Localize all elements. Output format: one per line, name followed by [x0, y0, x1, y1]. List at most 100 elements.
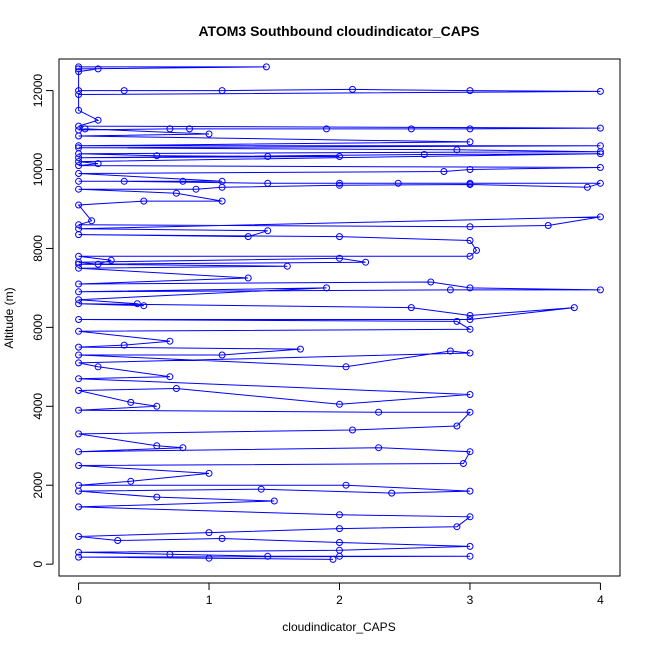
data-point [466, 166, 474, 173]
data-point [75, 63, 83, 71]
data-point [94, 116, 102, 124]
data-point [596, 179, 604, 187]
data-point [75, 300, 83, 308]
data-point [205, 554, 213, 562]
data-point [453, 317, 461, 325]
data-point [466, 408, 474, 416]
data-point [583, 183, 591, 191]
data-point [596, 124, 604, 132]
data-point [349, 426, 356, 434]
data-point [466, 87, 474, 95]
data-point [179, 444, 187, 452]
data-point [75, 430, 83, 438]
data-point [218, 87, 226, 95]
data-point [466, 252, 474, 260]
data-point [94, 260, 102, 268]
data-point [166, 125, 174, 133]
data-point [75, 359, 83, 367]
data-point [446, 347, 454, 355]
data-point [75, 351, 83, 359]
data-point [466, 316, 474, 323]
data-point [75, 387, 83, 394]
data-point [453, 422, 461, 430]
data-point [336, 539, 343, 546]
data-point [127, 477, 135, 485]
data-point [140, 302, 148, 310]
y-tick-label: 4000 [31, 393, 45, 420]
data-point [342, 363, 350, 371]
data-point [349, 85, 356, 93]
data-point [596, 213, 604, 221]
x-tick-label: 3 [467, 593, 474, 607]
data-point [75, 343, 83, 351]
data-point [388, 489, 396, 497]
data-point [75, 406, 83, 414]
data-point [94, 65, 102, 73]
data-point [394, 179, 402, 187]
data-point [407, 304, 415, 312]
data-point [466, 284, 474, 292]
x-axis-label: cloudindicator_CAPS [282, 620, 395, 634]
data-point [262, 63, 270, 71]
data-point [75, 503, 83, 511]
data-point [336, 511, 343, 519]
data-point [323, 284, 330, 292]
data-point [75, 260, 83, 268]
data-point [75, 106, 83, 114]
data-point [107, 256, 115, 264]
data-point [133, 300, 141, 308]
data-point [264, 153, 272, 160]
data-point [75, 296, 83, 304]
data-point [362, 258, 370, 266]
data-point [420, 151, 428, 158]
data-point [375, 444, 383, 452]
y-tick-label: 10000 [31, 152, 45, 186]
data-point [218, 351, 226, 359]
data-point [336, 552, 343, 560]
data-point [466, 223, 474, 231]
data-point [81, 125, 89, 133]
data-point [75, 221, 83, 229]
data-point [342, 481, 350, 489]
data-point [75, 177, 83, 185]
data-point [459, 460, 467, 467]
data-point [75, 68, 83, 76]
data-point [75, 316, 83, 323]
data-point [427, 278, 435, 286]
data-point [466, 125, 474, 133]
data-point [244, 274, 252, 282]
data-point [75, 487, 83, 495]
data-point [466, 552, 474, 560]
data-point [375, 408, 383, 416]
data-point [466, 237, 474, 244]
data-point [75, 154, 83, 162]
x-tick-label: 1 [206, 593, 213, 607]
data-point [218, 197, 226, 205]
data-point [596, 286, 604, 294]
data-point [153, 402, 161, 410]
data-point [336, 525, 343, 533]
y-axis: 0 2000 4000 6000 8000 10000 12000 [31, 74, 54, 568]
data-point [466, 181, 474, 188]
data-point [166, 373, 174, 381]
x-tick-label: 4 [597, 593, 604, 607]
data-point [114, 537, 122, 544]
data-point [336, 254, 343, 262]
chart-title: ATOM3 Southbound cloudindicator_CAPS [198, 23, 479, 39]
data-point [75, 170, 83, 177]
plot-frame [58, 58, 621, 577]
data-point [596, 150, 604, 158]
data-point [283, 262, 291, 270]
data-point [453, 146, 461, 154]
data-point [120, 341, 128, 349]
data-point [329, 555, 337, 563]
data-point [336, 181, 343, 189]
data-point [127, 398, 135, 406]
data-point [466, 325, 474, 333]
data-point [218, 183, 226, 191]
y-tick-label: 0 [31, 561, 45, 568]
data-point [75, 553, 83, 561]
data-point [75, 150, 83, 158]
data-point [166, 337, 174, 345]
